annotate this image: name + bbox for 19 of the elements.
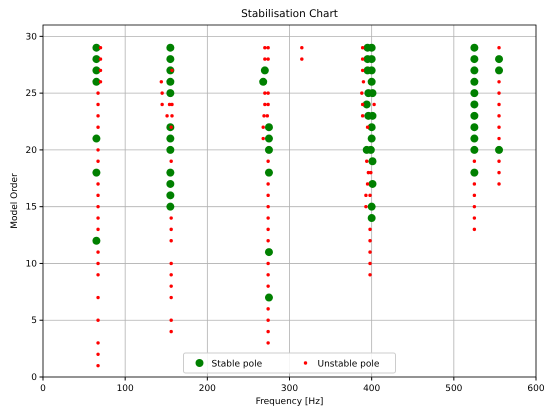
x-tick-label: 500 (445, 384, 463, 394)
x-tick-label: 400 (363, 384, 381, 394)
y-tick-label: 20 (26, 146, 38, 156)
y-tick-label: 5 (31, 316, 37, 326)
y-tick-label: 10 (26, 259, 38, 270)
x-tick-label: 600 (527, 384, 544, 394)
x-tick-label: 0 (40, 384, 46, 394)
y-tick-label: 0 (31, 373, 38, 383)
x-tick-label: 100 (116, 384, 134, 394)
x-tick-label: 200 (198, 384, 216, 394)
chart-title: Stabilisation Chart (241, 8, 338, 20)
legend-label: Unstable pole (318, 360, 380, 370)
y-tick-label: 15 (26, 202, 37, 213)
y-tick-label: 25 (26, 89, 37, 100)
x-axis-title: Frequency [Hz] (256, 397, 324, 407)
x-tick-label: 300 (280, 384, 298, 394)
y-axis-title: Model Order (10, 172, 20, 229)
legend-label: Stable pole (212, 360, 263, 370)
y-tick-label: 30 (26, 32, 38, 42)
